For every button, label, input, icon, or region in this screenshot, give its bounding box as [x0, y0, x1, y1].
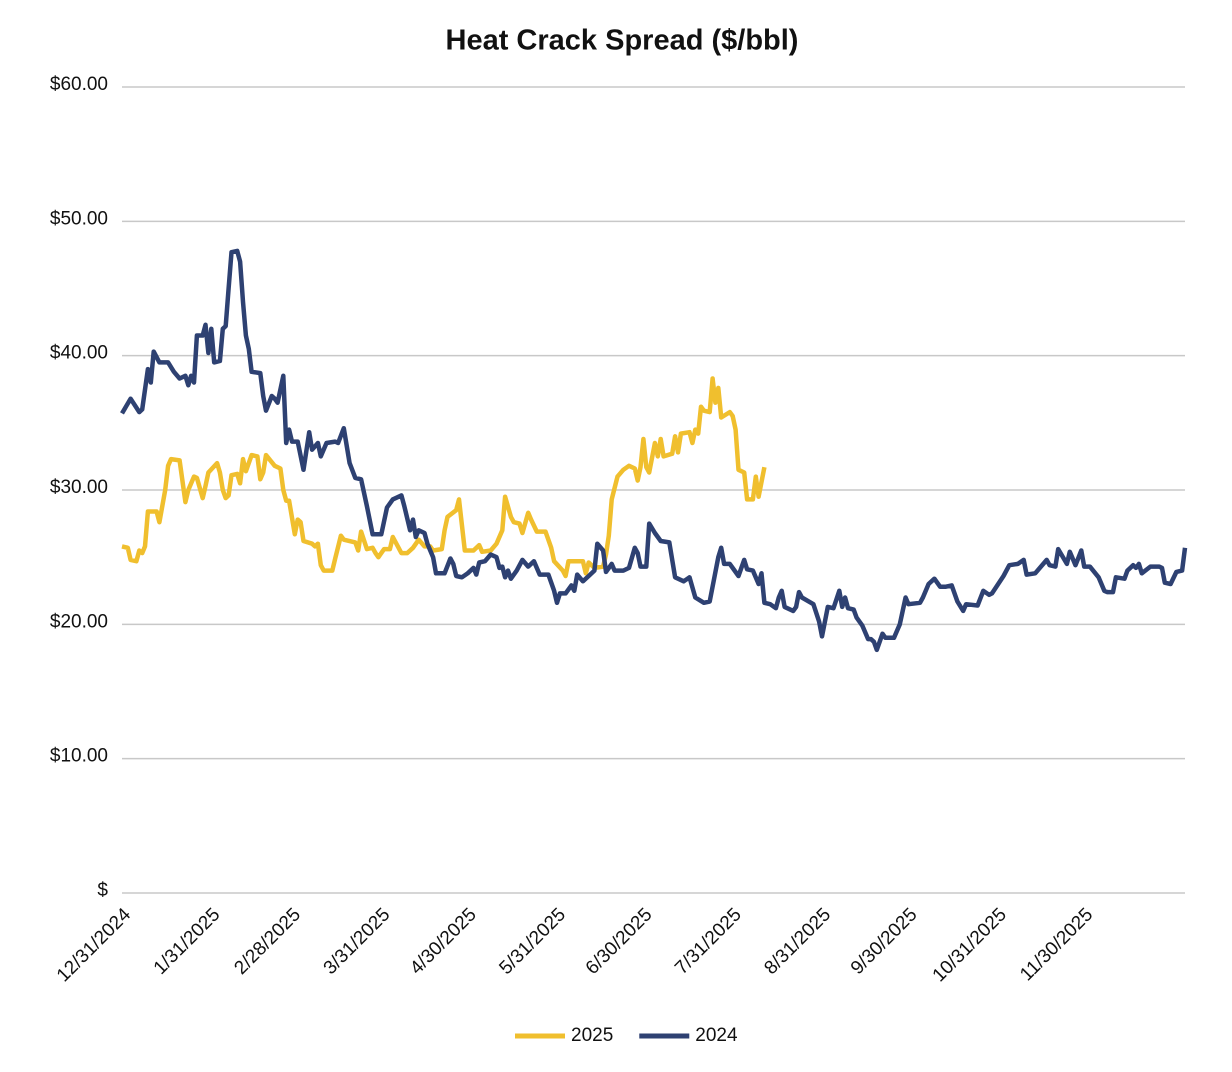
series-line	[120, 248, 1188, 653]
legend-label: 2024	[695, 1025, 738, 1046]
x-tick-label: 4/30/2025	[406, 904, 481, 979]
x-tick-label: 7/31/2025	[671, 904, 746, 979]
x-tick-label: 5/31/2025	[495, 904, 570, 979]
x-tick-label: 3/31/2025	[320, 904, 395, 979]
y-tick-label: $	[97, 880, 108, 901]
x-tick-label: 9/30/2025	[847, 904, 922, 979]
y-tick-label: $40.00	[50, 343, 108, 364]
y-tick-label: $60.00	[50, 74, 108, 95]
chart-title: Heat Crack Spread ($/bbl)	[446, 25, 799, 57]
legend-label: 2025	[571, 1025, 613, 1046]
x-tick-label: 12/31/2024	[53, 904, 135, 986]
y-tick-label: $10.00	[50, 746, 108, 767]
series-line	[121, 376, 767, 579]
y-tick-label: $50.00	[50, 208, 108, 229]
x-tick-label: 8/31/2025	[760, 904, 835, 979]
x-tick-label: 6/30/2025	[582, 904, 657, 979]
y-tick-label: $30.00	[50, 477, 108, 498]
y-tick-label: $20.00	[50, 611, 108, 632]
x-tick-label: 10/31/2025	[929, 904, 1011, 986]
x-tick-label: 2/28/2025	[230, 904, 305, 979]
x-tick-label: 1/31/2025	[150, 904, 225, 979]
x-tick-label: 11/30/2025	[1016, 904, 1097, 985]
